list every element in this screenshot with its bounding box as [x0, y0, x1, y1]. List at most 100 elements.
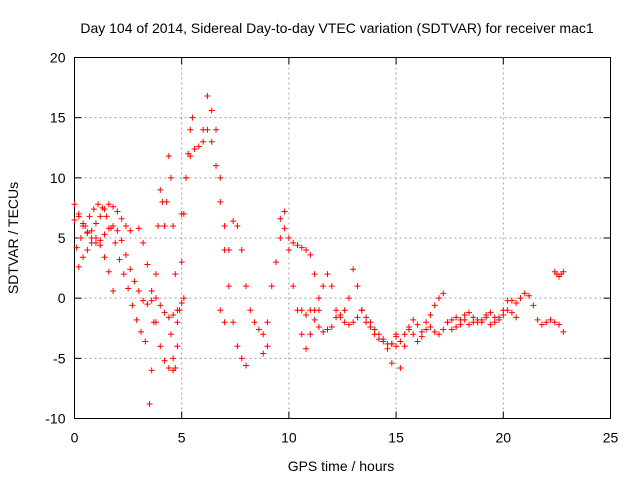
data-point [116, 256, 123, 263]
series-arc-d [75, 235, 117, 294]
data-point [208, 107, 215, 114]
data-point [440, 326, 447, 333]
series-arc-m [298, 307, 391, 347]
data-point [444, 319, 451, 326]
data-point [157, 186, 164, 193]
data-point [213, 162, 220, 169]
x-tick-label: 15 [388, 430, 404, 446]
data-point [243, 362, 250, 369]
data-point [543, 319, 550, 326]
data-point [414, 321, 421, 328]
data-point [182, 174, 189, 181]
data-point [401, 343, 408, 350]
data-point [551, 319, 558, 326]
y-tick-label: 20 [50, 50, 66, 66]
series-arc-i [200, 126, 250, 369]
data-point [135, 287, 142, 294]
data-point [150, 319, 157, 326]
data-point [172, 364, 179, 371]
data-point [180, 295, 187, 302]
data-point [354, 314, 361, 321]
data-point [461, 312, 468, 319]
data-point [435, 331, 442, 338]
data-point [71, 216, 78, 223]
data-point [170, 355, 177, 362]
data-point [92, 220, 99, 227]
data-point [200, 138, 207, 145]
data-point [84, 247, 91, 254]
data-point [354, 283, 361, 290]
data-point [264, 343, 271, 350]
data-point [448, 326, 455, 333]
data-point [393, 343, 400, 350]
data-point [142, 338, 149, 345]
series-arc-p [551, 268, 567, 280]
data-point [165, 153, 172, 160]
data-point [152, 271, 159, 278]
data-point [513, 299, 520, 306]
data-point [298, 307, 305, 314]
y-tick-label: -5 [53, 350, 66, 366]
data-point [273, 259, 280, 266]
data-point [187, 126, 194, 133]
data-point [350, 266, 357, 273]
data-point [225, 247, 232, 254]
data-point [101, 254, 108, 261]
data-point [448, 316, 455, 323]
data-point [165, 364, 172, 371]
data-point [474, 319, 481, 326]
data-point [324, 271, 331, 278]
data-point [277, 235, 284, 241]
data-point [71, 201, 78, 208]
data-point [157, 343, 164, 350]
data-point [560, 268, 567, 275]
data-point [547, 316, 554, 323]
data-point [234, 343, 241, 350]
data-point [217, 198, 224, 205]
data-point [148, 287, 155, 294]
data-point [393, 333, 400, 340]
data-point [92, 235, 99, 241]
data-point [431, 302, 438, 309]
data-point [247, 307, 254, 314]
data-point [75, 263, 82, 270]
y-tick-label: 5 [58, 230, 66, 246]
grid [74, 57, 611, 419]
data-point [174, 319, 181, 326]
x-tick-label: 25 [603, 430, 619, 446]
data-point [277, 215, 284, 222]
data-point [328, 324, 335, 331]
data-point [80, 222, 87, 229]
data-point [303, 247, 310, 254]
series-arc-n [388, 290, 567, 371]
data-point [375, 331, 382, 338]
x-axis-label: GPS time / hours [288, 458, 395, 474]
data-point [189, 114, 196, 121]
data-point [380, 336, 387, 343]
axis-ticks [74, 57, 611, 419]
data-point [423, 319, 430, 326]
y-tick-labels: -10 -5 0 5 10 15 20 [45, 50, 65, 427]
data-point [161, 309, 168, 316]
data-point [311, 316, 318, 323]
data-point [230, 319, 237, 326]
data-point [137, 328, 144, 335]
data-point [77, 235, 84, 241]
data-point [427, 312, 434, 319]
data-point [146, 401, 153, 408]
data-point [333, 307, 340, 314]
x-tick-label: 0 [71, 430, 79, 446]
data-point [414, 338, 421, 345]
series-arc-o [388, 307, 520, 347]
data-point [281, 208, 288, 215]
data-point [251, 319, 258, 326]
data-point [127, 266, 134, 273]
data-point [161, 357, 168, 364]
data-point [112, 239, 119, 246]
series-arc-h [178, 93, 228, 229]
data-point [538, 321, 545, 328]
data-point [418, 333, 425, 340]
data-point [144, 261, 151, 268]
data-point [307, 331, 314, 338]
data-point [388, 340, 395, 347]
